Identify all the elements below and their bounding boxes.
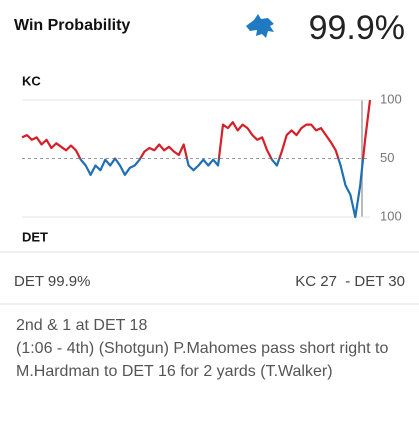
win-line (78, 158, 365, 219)
title: Win Probability (14, 17, 130, 34)
y-tick-label: 100 (380, 208, 402, 223)
team-logo (246, 14, 274, 38)
win-line (21, 99, 372, 159)
play-down: 2nd & 1 at DET 18 (16, 317, 148, 334)
top-team-label: KC (22, 73, 41, 88)
chart: Win Probability 99.9% KC DET DET 99.9% K… (0, 9, 419, 305)
play-text: 2nd & 1 at DET 18 (1:06 - 4th) (Shotgun)… (16, 314, 406, 383)
win-value: 99.9% (309, 9, 405, 47)
summary-right: KC 27 - DET 30 (295, 273, 405, 290)
play-description: (1:06 - 4th) (Shotgun) P.Mahomes pass sh… (16, 340, 389, 380)
summary-left: DET 99.9% (14, 273, 90, 290)
y-tick-label: 50 (380, 150, 394, 165)
bottom-team-label: DET (22, 229, 48, 244)
y-tick-label: 100 (380, 91, 402, 106)
